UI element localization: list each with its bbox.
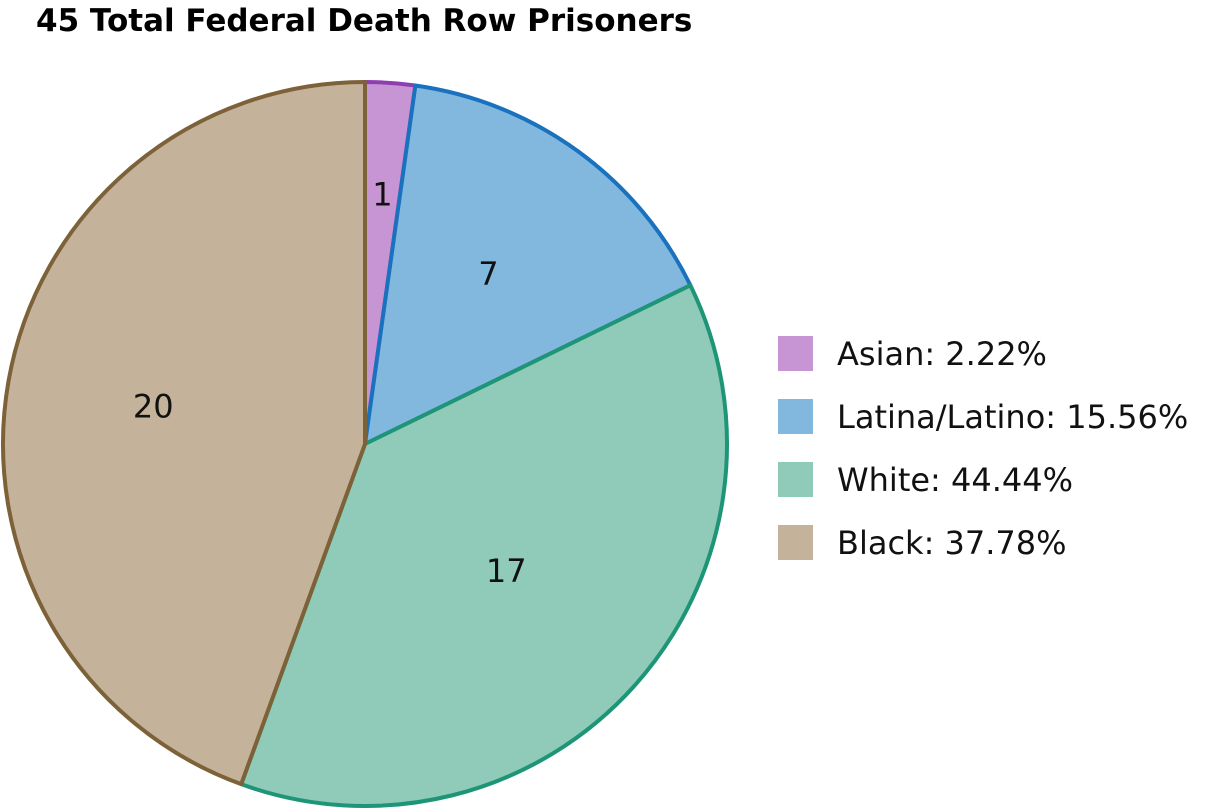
pie-slices xyxy=(1,80,729,808)
legend: Asian: 2.22% Latina/Latino: 15.56% White: … xyxy=(778,322,1188,574)
legend-label-latina-latino: Latina/Latino: 15.56% xyxy=(837,397,1189,436)
legend-item-asian: Asian: 2.22% xyxy=(778,322,1188,385)
legend-item-white: White: 44.44% xyxy=(778,448,1188,511)
legend-swatch-white xyxy=(778,462,813,497)
legend-item-latina-latino: Latina/Latino: 15.56% xyxy=(778,385,1188,448)
pie-slice-white xyxy=(239,283,729,808)
legend-swatch-asian xyxy=(778,336,813,371)
legend-label-asian: Asian: 2.22% xyxy=(837,334,1047,373)
legend-swatch-latina-latino xyxy=(778,399,813,434)
slice-label-asian: 1 xyxy=(372,176,392,214)
legend-label-black: Black: 37.78% xyxy=(837,523,1067,562)
legend-swatch-black xyxy=(778,525,813,560)
pie-slice-black xyxy=(1,80,367,787)
legend-label-white: White: 44.44% xyxy=(837,460,1074,499)
slice-label-white: 17 xyxy=(486,552,527,590)
slice-label-black: 20 xyxy=(133,388,174,426)
legend-item-black: Black: 37.78% xyxy=(778,511,1188,574)
chart-title: 45 Total Federal Death Row Prisoners xyxy=(36,3,693,39)
slice-label-latina-latino: 7 xyxy=(478,255,498,293)
pie-slice-latina-latino xyxy=(363,83,693,446)
